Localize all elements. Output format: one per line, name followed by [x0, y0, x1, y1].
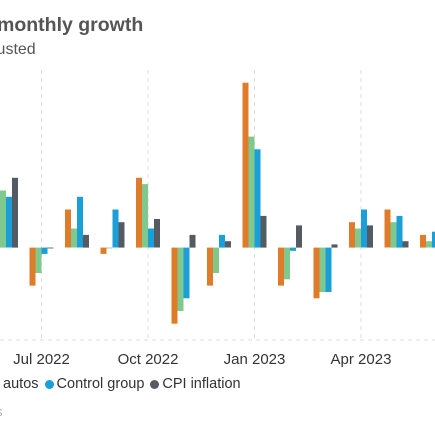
- bar-series-1-2022-08: [71, 228, 77, 248]
- bar-series-2-2022-08: [77, 196, 83, 248]
- bar-series-1-2022-11: [177, 247, 184, 311]
- bar-series-2-2023-05: [396, 215, 403, 248]
- chart-subtitle: justed: [0, 41, 36, 58]
- bar-series-1-2022-06: [0, 190, 6, 248]
- bar-series-2-2022-10: [148, 228, 154, 248]
- bar-series-2-2023-04: [361, 209, 367, 248]
- bar-series-3-2022-07: [47, 247, 54, 249]
- gridlines: [0, 70, 435, 341]
- bar-series-0-2023-06: [420, 234, 426, 248]
- legend: . autos Control group CPI inflation: [0, 376, 247, 392]
- bar-series-3-2022-11: [189, 234, 196, 248]
- bar-series-1-2022-09: [106, 247, 113, 249]
- bar-series-0-2022-11: [171, 247, 178, 324]
- x-tick-label-2: Jan 2023: [224, 351, 286, 368]
- source-note: s: [0, 404, 3, 419]
- bar-series-1-2023-06: [426, 241, 432, 248]
- bar-series-3-2023-05: [402, 241, 409, 248]
- bar-series-3-2022-09: [118, 222, 125, 248]
- bar-series-0-2023-03: [313, 247, 320, 299]
- bar-series-0-2022-10: [136, 177, 142, 248]
- legend-swatch-control-group: [44, 379, 54, 389]
- legend-label-cpi-inflation: CPI inflation: [162, 376, 241, 392]
- bar-series-3-2023-03: [331, 244, 338, 248]
- legend-swatch-cpi-inflation: [150, 379, 160, 389]
- bars: [0, 82, 435, 324]
- legend-label-control-group: Control group: [56, 376, 145, 392]
- bar-series-3-2023-01: [260, 215, 267, 248]
- bar-series-3-2022-12: [225, 241, 231, 248]
- bar-series-1-2023-01: [248, 136, 255, 248]
- bar-series-0-2023-01: [242, 82, 249, 248]
- bar-series-1-2022-07: [35, 247, 42, 273]
- bar-series-2-2023-06: [432, 231, 435, 248]
- bar-series-2-2022-09: [112, 209, 119, 248]
- bar-series-0-2022-07: [29, 247, 36, 286]
- legend-item-control-group: Control group: [44, 376, 145, 392]
- bar-series-3-2023-04: [367, 225, 373, 248]
- bar-series-0-2023-04: [349, 222, 355, 248]
- bar-series-2-2023-02: [290, 247, 296, 251]
- bar-series-3-2022-08: [83, 234, 89, 248]
- bar-series-1-2023-04: [355, 228, 361, 248]
- bar-series-1-2023-03: [319, 247, 326, 292]
- chart-title: monthly growth: [0, 14, 144, 36]
- bar-series-2-2022-07: [41, 247, 48, 254]
- bar-series-1-2023-05: [390, 222, 397, 248]
- bar-series-2-2023-03: [325, 247, 332, 292]
- bar-series-2-2022-12: [219, 234, 225, 248]
- bar-series-1-2023-02: [284, 247, 290, 280]
- bar-series-0-2023-02: [278, 247, 284, 286]
- x-tick-label-1: Oct 2022: [118, 351, 179, 368]
- bar-series-2-2022-06: [6, 196, 12, 248]
- bar-series-0-2022-09: [100, 247, 107, 254]
- bar-series-0-2022-08: [65, 209, 71, 248]
- bar-series-2-2023-01: [254, 149, 261, 248]
- bar-series-1-2022-10: [142, 184, 148, 248]
- x-tick-label-0: Jul 2022: [13, 351, 70, 368]
- bar-series-3-2022-06: [12, 177, 18, 248]
- legend-label-autos: . autos: [0, 376, 39, 392]
- bar-series-2-2022-11: [183, 247, 190, 299]
- bar-series-0-2023-05: [384, 209, 391, 248]
- bar-series-1-2022-12: [213, 247, 219, 273]
- legend-item-autos: . autos: [0, 376, 39, 392]
- bar-series-3-2022-10: [154, 219, 160, 248]
- x-tick-label-3: Apr 2023: [331, 351, 392, 368]
- legend-item-cpi-inflation: CPI inflation: [150, 376, 241, 392]
- bar-series-0-2022-12: [207, 247, 213, 286]
- bar-series-3-2023-02: [296, 225, 302, 248]
